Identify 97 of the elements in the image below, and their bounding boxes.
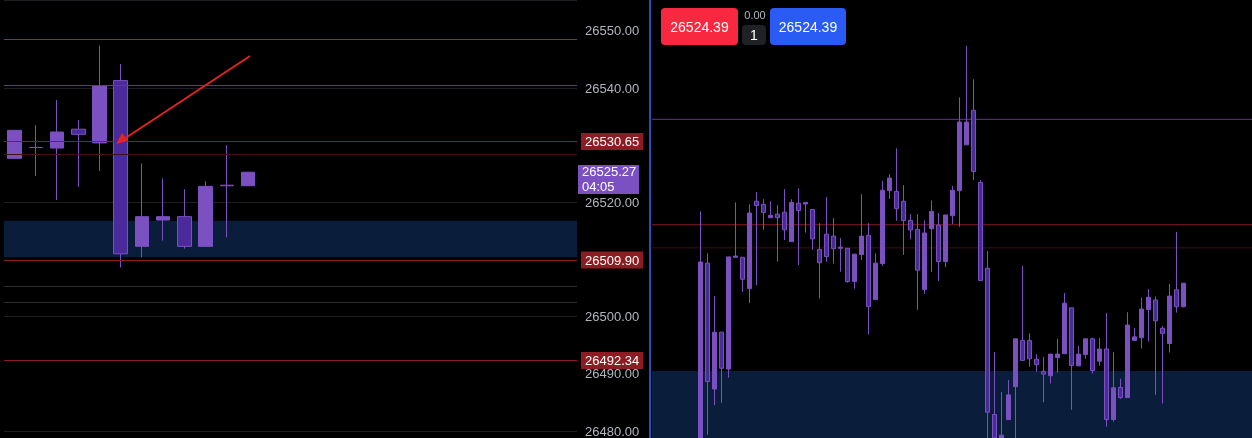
- candlestick: [1139, 297, 1144, 350]
- candlestick: [1076, 345, 1081, 367]
- candlestick: [740, 256, 745, 293]
- candlestick: [985, 250, 990, 438]
- ref-line-label: 26530.65: [585, 133, 640, 149]
- candlestick: [220, 144, 234, 238]
- candlestick: [1006, 379, 1011, 421]
- candlestick: [943, 214, 948, 268]
- candlestick: [880, 180, 885, 267]
- candlestick: [929, 199, 934, 273]
- candlestick: [789, 198, 794, 243]
- candlestick: [7, 129, 22, 159]
- candlestick: [733, 201, 738, 258]
- candlestick: [845, 247, 850, 284]
- candlestick: [824, 196, 829, 263]
- candlestick: [1104, 312, 1109, 428]
- candlestick: [241, 171, 255, 187]
- candlestick: [978, 179, 983, 281]
- candlestick: [1048, 353, 1053, 385]
- candlestick: [992, 351, 997, 438]
- candlestick: [964, 45, 969, 146]
- candlestick: [803, 201, 808, 234]
- candlestick: [705, 252, 710, 436]
- candlestick: [887, 173, 892, 200]
- candlestick: [1013, 338, 1018, 438]
- text: 1: [742, 25, 766, 45]
- candlestick: [817, 222, 822, 299]
- candlestick: [1062, 292, 1067, 355]
- candlestick: [999, 391, 1004, 438]
- candlestick: [177, 188, 192, 250]
- candlestick: [135, 162, 149, 258]
- candlestick: [922, 219, 927, 295]
- candlestick: [1097, 337, 1102, 367]
- candlestick: [1020, 265, 1025, 361]
- candlestick: [1132, 327, 1137, 341]
- candlestick: [1055, 338, 1060, 374]
- candlestick: [1181, 282, 1186, 308]
- y-tick-label: 26540.00: [585, 80, 640, 96]
- candlestick: [915, 213, 920, 311]
- text: 26524.39: [661, 8, 738, 45]
- candlestick: [761, 198, 766, 231]
- candlestick: [1090, 337, 1095, 374]
- y-tick-label: 26550.00: [585, 23, 640, 39]
- candlestick: [754, 191, 759, 286]
- candlestick: [866, 222, 871, 336]
- candlestick: [726, 256, 731, 379]
- ref-line-label: 26492.34: [585, 352, 640, 368]
- candlestick: [796, 187, 801, 266]
- candlestick: [1167, 283, 1172, 354]
- y-tick-label: 26500.00: [585, 309, 640, 325]
- candlestick: [775, 204, 780, 263]
- candlestick: [698, 210, 703, 438]
- candlestick: [71, 119, 86, 188]
- candlestick: [1146, 288, 1151, 343]
- candlestick: [768, 200, 773, 219]
- text: 26524.39: [770, 8, 846, 45]
- candlestick: [838, 237, 843, 273]
- candlestick: [1034, 353, 1039, 373]
- candlestick: [894, 147, 899, 222]
- candlestick: [1125, 311, 1130, 399]
- candlestick: [712, 295, 717, 406]
- candlestick: [957, 96, 962, 228]
- candlestick: [719, 331, 724, 404]
- candlestick: [1111, 351, 1116, 423]
- text: 0.00: [743, 8, 767, 22]
- candlestick: [852, 253, 857, 290]
- candlestick: [113, 63, 128, 269]
- candlestick: [810, 208, 815, 251]
- candlestick: [1160, 325, 1165, 404]
- candlestick: [873, 252, 878, 301]
- candlestick: [1083, 338, 1088, 360]
- candlestick: [908, 213, 913, 240]
- candlestick: [156, 177, 170, 242]
- candlestick: [92, 45, 107, 172]
- candlestick: [950, 185, 955, 225]
- candlestick: [831, 217, 836, 265]
- candlestick: [971, 78, 976, 181]
- candlestick: [859, 193, 864, 261]
- ref-line-label: 26509.90: [585, 252, 640, 268]
- y-tick-label: 26520.00: [585, 194, 640, 210]
- candlestick: [936, 212, 941, 282]
- text: 04:05: [578, 179, 639, 194]
- candlestick: [198, 180, 213, 248]
- candlestick: [901, 184, 906, 256]
- candlestick: [50, 99, 64, 201]
- y-tick-label: 26480.00: [585, 423, 640, 438]
- candlestick: [1118, 378, 1123, 400]
- candlestick: [1174, 231, 1179, 314]
- candlestick: [1027, 332, 1032, 368]
- candlestick: [747, 203, 752, 304]
- y-tick-label: 26490.00: [585, 366, 640, 382]
- candlestick: [29, 124, 43, 177]
- candlestick: [1069, 307, 1074, 411]
- candlestick: [782, 188, 787, 241]
- candlestick: [1153, 295, 1158, 396]
- text: 26525.27: [578, 164, 639, 180]
- candlestick: [1041, 356, 1046, 403]
